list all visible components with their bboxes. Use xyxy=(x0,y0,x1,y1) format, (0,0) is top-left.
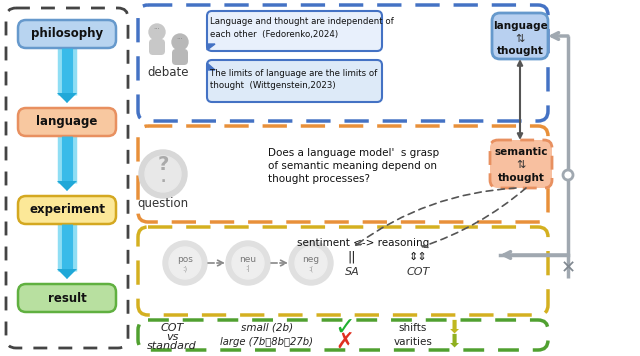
Text: ⇕⇕: ⇕⇕ xyxy=(408,252,428,262)
Text: small (2b): small (2b) xyxy=(241,323,293,333)
Text: ⇅: ⇅ xyxy=(516,160,525,170)
Circle shape xyxy=(563,170,573,180)
FancyBboxPatch shape xyxy=(18,108,116,136)
Text: .: . xyxy=(161,171,166,185)
Text: thought: thought xyxy=(497,46,543,56)
Text: COT: COT xyxy=(406,267,429,277)
Circle shape xyxy=(226,241,270,285)
Text: debate: debate xyxy=(147,66,189,79)
Text: ⬇: ⬇ xyxy=(447,319,461,337)
Polygon shape xyxy=(57,93,77,103)
Text: sentiment <-> reasoning: sentiment <-> reasoning xyxy=(297,238,429,248)
Circle shape xyxy=(289,241,333,285)
Text: ...: ... xyxy=(154,24,161,30)
Text: :(: :( xyxy=(308,266,314,272)
Text: ✕: ✕ xyxy=(561,259,575,277)
Text: thought: thought xyxy=(497,173,545,183)
Text: each other  (Fedorenko,2024): each other (Fedorenko,2024) xyxy=(210,31,338,40)
FancyBboxPatch shape xyxy=(149,39,165,55)
Text: vs: vs xyxy=(166,332,178,342)
Text: standard: standard xyxy=(147,341,197,351)
FancyBboxPatch shape xyxy=(492,13,548,59)
FancyBboxPatch shape xyxy=(18,284,116,312)
FancyBboxPatch shape xyxy=(18,20,116,48)
Text: ⬇: ⬇ xyxy=(447,333,461,351)
FancyBboxPatch shape xyxy=(490,140,552,188)
Circle shape xyxy=(232,247,264,279)
Text: large (7b、8b、27b): large (7b、8b、27b) xyxy=(221,337,314,347)
Text: neu: neu xyxy=(239,256,257,265)
Text: of semantic meaning depend on: of semantic meaning depend on xyxy=(268,161,437,171)
FancyBboxPatch shape xyxy=(207,11,382,51)
Text: SA: SA xyxy=(344,267,360,277)
Text: shifts: shifts xyxy=(399,323,427,333)
Text: The limits of language are the limits of: The limits of language are the limits of xyxy=(210,68,377,78)
Text: ⇅: ⇅ xyxy=(515,34,525,44)
Text: neg: neg xyxy=(303,256,319,265)
Circle shape xyxy=(163,241,207,285)
Text: thought processes?: thought processes? xyxy=(268,174,370,184)
Polygon shape xyxy=(207,63,215,70)
Text: semantic: semantic xyxy=(494,147,548,157)
Polygon shape xyxy=(57,269,77,279)
FancyBboxPatch shape xyxy=(172,49,188,65)
Text: pos: pos xyxy=(177,256,193,265)
Circle shape xyxy=(169,247,201,279)
Polygon shape xyxy=(207,44,215,50)
Circle shape xyxy=(295,247,327,279)
Text: philosophy: philosophy xyxy=(31,27,103,41)
Text: Does a language model'  s grasp: Does a language model' s grasp xyxy=(268,148,439,158)
Circle shape xyxy=(145,156,181,192)
Text: ||: || xyxy=(348,251,356,263)
Text: ?: ? xyxy=(157,156,169,174)
Text: Language and thought are independent of: Language and thought are independent of xyxy=(210,17,394,26)
Text: :): :) xyxy=(182,266,188,272)
Circle shape xyxy=(139,150,187,198)
FancyBboxPatch shape xyxy=(18,196,116,224)
Text: language: language xyxy=(36,115,98,129)
Polygon shape xyxy=(57,181,77,191)
Text: ✓: ✓ xyxy=(335,316,355,340)
Text: ...: ... xyxy=(177,34,184,40)
Circle shape xyxy=(149,24,165,40)
FancyBboxPatch shape xyxy=(207,60,382,102)
Text: COT: COT xyxy=(161,323,184,333)
Text: question: question xyxy=(138,197,189,209)
Text: :|: :| xyxy=(246,266,250,272)
Text: ✗: ✗ xyxy=(336,332,355,352)
Text: language: language xyxy=(493,21,547,31)
Text: thought  (Wittgenstein,2023): thought (Wittgenstein,2023) xyxy=(210,82,335,90)
Circle shape xyxy=(172,34,188,50)
Text: varities: varities xyxy=(394,337,433,347)
Text: experiment: experiment xyxy=(29,204,105,216)
Text: result: result xyxy=(47,292,86,304)
